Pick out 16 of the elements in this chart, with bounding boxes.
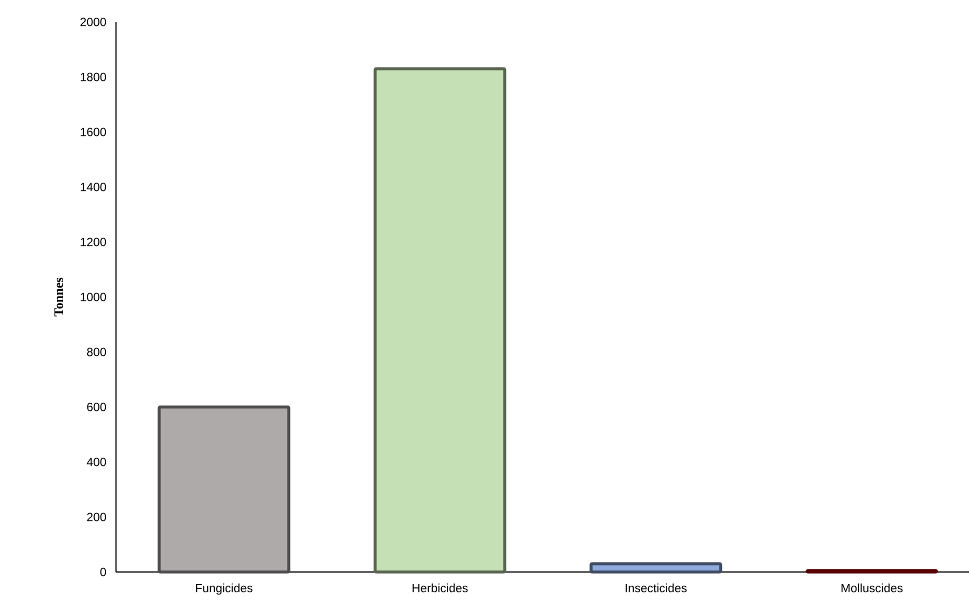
x-tick-label: Molluscides xyxy=(842,584,903,592)
x-tick-label: Fungicides xyxy=(196,584,252,595)
y-axis-title: Tonnes xyxy=(54,278,64,316)
y-tick-label: 1200 xyxy=(80,238,106,246)
x-tick-label: Herbicides xyxy=(412,584,468,592)
y-tick-label: 2000 xyxy=(80,18,106,26)
y-tick-label: 0 xyxy=(100,568,106,576)
y-tick-label: 1600 xyxy=(80,128,106,136)
x-tick-label: Insecticides xyxy=(626,584,687,592)
y-tick-label: 600 xyxy=(87,402,106,412)
y-tick-label: 200 xyxy=(87,512,106,522)
y-tick-label: 1000 xyxy=(80,292,106,302)
y-tick-label: 1400 xyxy=(80,182,106,192)
y-tick-label: 400 xyxy=(86,458,106,466)
y-tick-label: 800 xyxy=(87,348,106,356)
y-tick-label: 1800 xyxy=(80,72,106,82)
